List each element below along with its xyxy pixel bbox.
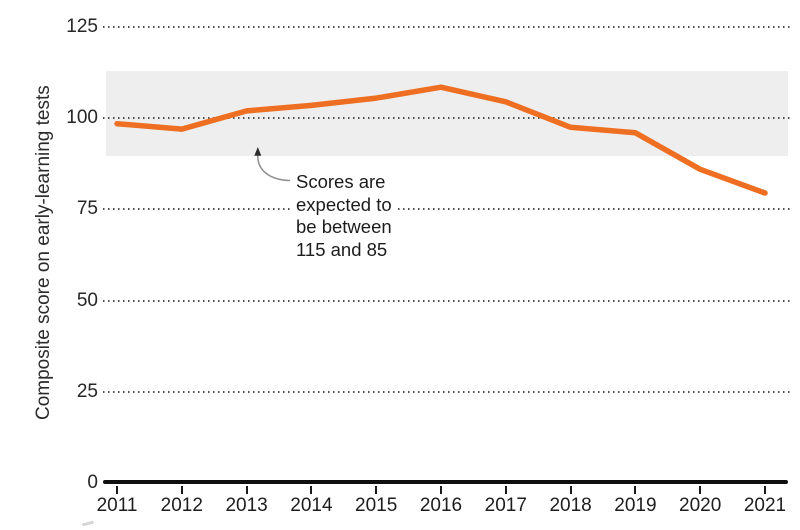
x-tick-label-2013: 2013 xyxy=(225,495,268,516)
x-tick-label-2018: 2018 xyxy=(549,495,592,516)
x-tick-label-2019: 2019 xyxy=(614,495,657,516)
x-tick-mark-2018 xyxy=(569,486,572,494)
x-tick-label-2017: 2017 xyxy=(484,495,527,516)
x-tick-mark-2017 xyxy=(504,486,507,494)
x-tick-label-2015: 2015 xyxy=(355,495,398,516)
annotation-line: expected to xyxy=(296,193,392,215)
gridline-over-band-100 xyxy=(103,117,790,120)
x-tick-label-2021: 2021 xyxy=(743,495,787,516)
x-tick-mark-2011 xyxy=(116,486,118,494)
y-tick-label-25: 25 xyxy=(76,380,98,402)
gridline-25 xyxy=(103,390,790,393)
x-tick-label-2012: 2012 xyxy=(160,495,203,516)
x-tick-label-2011: 2011 xyxy=(96,495,138,516)
annotation-line: be between xyxy=(296,216,392,237)
annotation-line: 115 and 85 xyxy=(296,238,388,260)
annotation-arrow-curve xyxy=(257,154,291,182)
x-tick-label-2014: 2014 xyxy=(290,495,333,516)
annotation-text: Scores are expected to be between 115 an… xyxy=(292,169,398,264)
x-tick-mark-2016 xyxy=(440,486,442,494)
x-tick-mark-2020 xyxy=(699,486,702,494)
x-axis-line xyxy=(103,480,788,484)
x-tick-mark-2012 xyxy=(180,486,183,494)
expected-range-band xyxy=(106,70,788,157)
y-tick-label-50: 50 xyxy=(76,289,98,311)
y-tick-label-0: 0 xyxy=(87,472,98,493)
x-tick-mark-2014 xyxy=(310,486,313,494)
x-tick-mark-2013 xyxy=(245,486,248,494)
y-tick-label-100: 100 xyxy=(66,107,98,129)
gridline-75 xyxy=(103,208,790,211)
score-line-series xyxy=(114,84,768,196)
x-tick-mark-2019 xyxy=(634,486,637,494)
x-tick-mark-2021 xyxy=(764,486,766,494)
annotation-arrowhead-icon xyxy=(254,147,262,156)
y-tick-label-75: 75 xyxy=(76,198,98,220)
x-tick-mark-2015 xyxy=(375,486,378,494)
gridline-125 xyxy=(103,26,790,28)
annotation-line: Scores are xyxy=(296,171,386,192)
x-tick-label-2016: 2016 xyxy=(419,495,463,516)
x-tick-label-2020: 2020 xyxy=(679,495,722,516)
gridline-50 xyxy=(103,299,790,302)
y-tick-label-125: 125 xyxy=(66,16,98,37)
